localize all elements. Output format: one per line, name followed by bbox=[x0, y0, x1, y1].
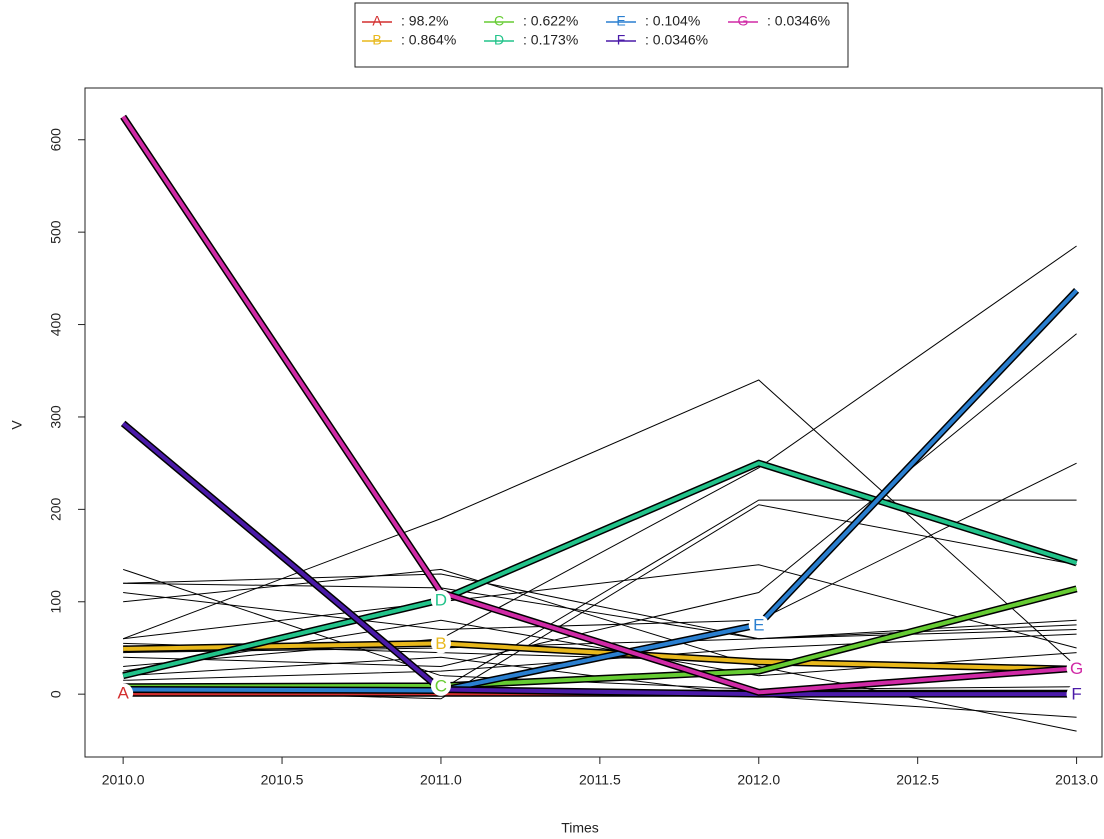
point-marker bbox=[430, 675, 451, 696]
series-line bbox=[123, 641, 1077, 672]
trajectory bbox=[122, 568, 1077, 691]
series-point-label: G bbox=[1070, 659, 1083, 678]
series-line bbox=[121, 115, 1077, 695]
series-outline bbox=[123, 585, 1078, 691]
trajectory bbox=[123, 462, 1077, 630]
point-marker bbox=[748, 614, 769, 635]
legend-symbol: G bbox=[738, 13, 749, 29]
legend-symbol: D bbox=[494, 32, 504, 48]
series-outline bbox=[123, 287, 1080, 694]
series-line bbox=[122, 461, 1078, 678]
x-tick-label: 2013.0 bbox=[1055, 772, 1098, 788]
trajectory bbox=[123, 564, 1077, 649]
x-tick-label: 2012.5 bbox=[896, 772, 939, 788]
legend-label: : 0.864% bbox=[401, 32, 456, 48]
x-tick-label: 2011.0 bbox=[420, 772, 462, 788]
y-tick-label: 0 bbox=[48, 690, 64, 698]
series-line bbox=[121, 421, 1077, 697]
x-tick-label: 2010.0 bbox=[102, 772, 145, 788]
point-marker bbox=[430, 633, 451, 654]
point-marker bbox=[113, 683, 134, 704]
x-tick-label: 2010.5 bbox=[261, 772, 304, 788]
series-point-label: E bbox=[753, 615, 764, 634]
trajectory bbox=[123, 333, 1077, 667]
legend-symbol: A bbox=[372, 13, 382, 29]
series-point-label: F bbox=[1071, 685, 1081, 704]
y-tick-label: 500 bbox=[48, 220, 64, 244]
trajectory bbox=[122, 379, 1077, 667]
x-tick-label: 2011.5 bbox=[579, 772, 621, 788]
y-tick-label: 600 bbox=[48, 128, 64, 152]
trajectory bbox=[123, 568, 1077, 732]
legend-box bbox=[354, 2, 849, 68]
plot-box bbox=[84, 87, 1103, 758]
legend-label: : 0.622% bbox=[523, 13, 578, 29]
series-line bbox=[123, 288, 1079, 693]
y-tick-label: 200 bbox=[48, 497, 64, 521]
series-line bbox=[123, 586, 1078, 689]
legend-label: : 0.173% bbox=[523, 32, 578, 48]
legend-symbol: C bbox=[494, 13, 504, 29]
x-axis-label: Times bbox=[561, 820, 599, 836]
point-marker bbox=[1066, 684, 1087, 705]
point-marker bbox=[430, 589, 451, 610]
series-point-label: C bbox=[435, 676, 447, 695]
y-tick-label: 400 bbox=[48, 313, 64, 337]
x-tick-label: 2012.0 bbox=[737, 772, 780, 788]
legend-label: : 0.0346% bbox=[767, 13, 830, 29]
series-point-label: A bbox=[117, 684, 129, 703]
y-tick-label: 100 bbox=[48, 590, 64, 614]
legend-label: : 0.104% bbox=[645, 13, 700, 29]
legend-symbol: E bbox=[616, 13, 625, 29]
legend-symbol: F bbox=[617, 32, 626, 48]
legend-label: : 98.2% bbox=[401, 13, 448, 29]
y-axis-label: V bbox=[9, 420, 25, 430]
legend-symbol: B bbox=[372, 32, 381, 48]
y-tick-label: 300 bbox=[48, 405, 64, 429]
legend-label: : 0.0346% bbox=[645, 32, 708, 48]
series-point-label: B bbox=[435, 634, 446, 653]
trajectory bbox=[123, 245, 1077, 667]
series-point-label: D bbox=[435, 590, 447, 609]
point-marker bbox=[1066, 658, 1087, 679]
